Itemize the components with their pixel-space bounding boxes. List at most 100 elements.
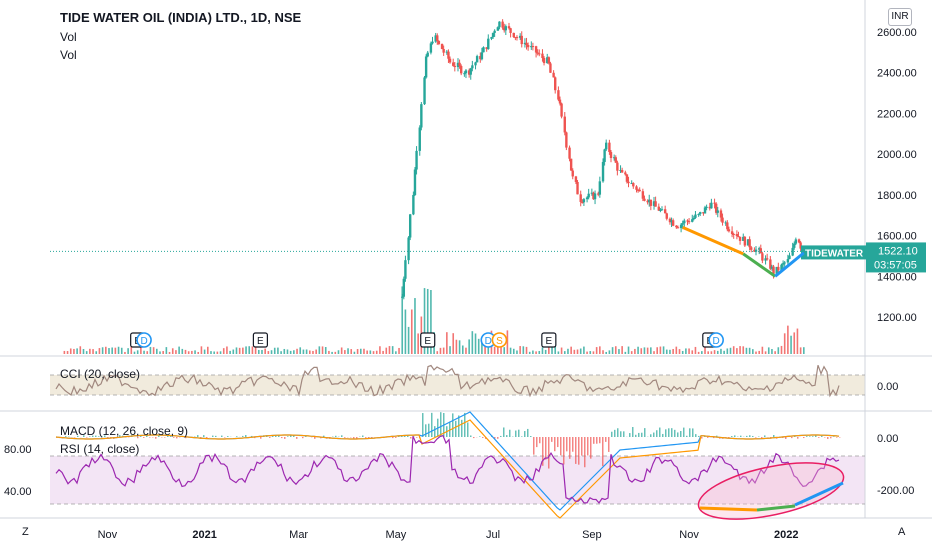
volume-bar [150,347,152,354]
macd-histogram-bar [683,428,685,437]
candle-body [513,33,515,37]
volume-bar [360,349,362,354]
macd-histogram-bar [515,431,517,437]
volume-bar [672,349,674,354]
macd-histogram-bar [566,437,568,451]
rsi-label[interactable]: RSI (14, close) [60,442,139,456]
currency-button[interactable]: INR [888,8,912,26]
volume-bar [609,350,611,354]
candle-body [460,66,462,73]
candle-body [699,212,701,214]
volume-bar [440,348,442,354]
volume-bar [717,351,719,354]
candle-body [654,201,656,206]
macd-histogram-bar [563,437,565,464]
macd-histogram-bar [689,428,691,437]
volume-bar [736,348,738,354]
volume-bar [401,286,403,354]
macd-histogram-bar [545,437,547,460]
volume-bar [456,340,458,354]
volume-bar [83,349,85,354]
macd-histogram-bar [440,412,442,437]
macd-histogram-bar [287,436,289,437]
volume-bar [166,347,168,354]
candle-body [672,220,674,226]
volume-bar [252,346,254,354]
volume-bar [312,351,314,354]
chart-title: TIDE WATER OIL (INDIA) LTD., 1D, NSE [60,10,301,25]
candle-body [693,218,695,219]
volume-bar [389,346,391,354]
candle-body [482,47,484,52]
volume-bar [778,347,780,354]
x-tick-0: Nov [98,529,118,541]
volume-bar [175,350,177,354]
candle-body [425,56,427,77]
macd-histogram-bar [272,436,274,437]
volume-bar [691,350,693,354]
volume-bar [299,347,301,354]
macd-histogram-bar [506,435,508,437]
volume-bar [644,347,646,354]
volume-bar [538,351,540,354]
event-marker-label: D [140,336,147,347]
candle-body [431,42,433,44]
candle-body [476,56,478,62]
macd-histogram-bar [653,433,655,437]
volume-bar [548,348,550,354]
zoom-corner-button[interactable]: Z [22,526,29,538]
macd-label[interactable]: MACD (12, 26, close, 9) [60,424,188,438]
volume-bar [688,348,690,354]
macd-histogram-bar [548,437,550,469]
candle-body [516,37,518,38]
macd-histogram-bar [215,436,217,437]
volume-bar [797,329,799,354]
volume-bar [363,349,365,354]
volume-bar [758,351,760,354]
volume-bar [701,351,703,354]
macd-histogram-bar [827,437,829,439]
auto-scale-button[interactable]: A [898,526,905,538]
volume-bar [774,351,776,354]
volume-bar [95,351,97,354]
volume-bar [248,346,250,354]
volume-bar [605,352,607,354]
volume-bar [370,350,372,354]
volume-bar [67,351,69,354]
volume-bar [99,348,101,354]
x-tick-3: May [385,529,406,541]
volume-bar [558,351,560,354]
macd-histogram-bar [674,430,676,437]
volume-bar [682,351,684,354]
candle-body [463,73,465,74]
macd-histogram-bar [677,432,679,437]
volume-bar [121,348,123,354]
candle-body [610,152,612,158]
volume-bar [296,349,298,354]
x-tick-5: Sep [582,529,602,541]
volume-bar [338,350,340,354]
volume-bar [232,350,234,354]
candle-body [441,44,443,49]
candle-body [430,43,432,52]
volume-bar [446,332,448,354]
macd-histogram-bar [791,437,793,438]
volume-bar [268,351,270,354]
volume-bar [185,350,187,354]
volume-bar [134,352,136,354]
volume-bar [283,349,285,354]
macd-histogram-bar [407,436,409,437]
candle-body [490,37,492,39]
volume-bar [637,347,639,354]
candle-body [608,143,610,152]
candle-body [605,143,607,150]
volume-bar [593,351,595,354]
candle-body [720,210,722,217]
cci-label[interactable]: CCI (20, close) [60,367,140,381]
price-tick-5: 1600.00 [877,231,917,243]
volume-bar [385,348,387,354]
volume-bar [124,352,126,354]
volume-bar [258,350,260,354]
volume-bar [468,339,470,354]
